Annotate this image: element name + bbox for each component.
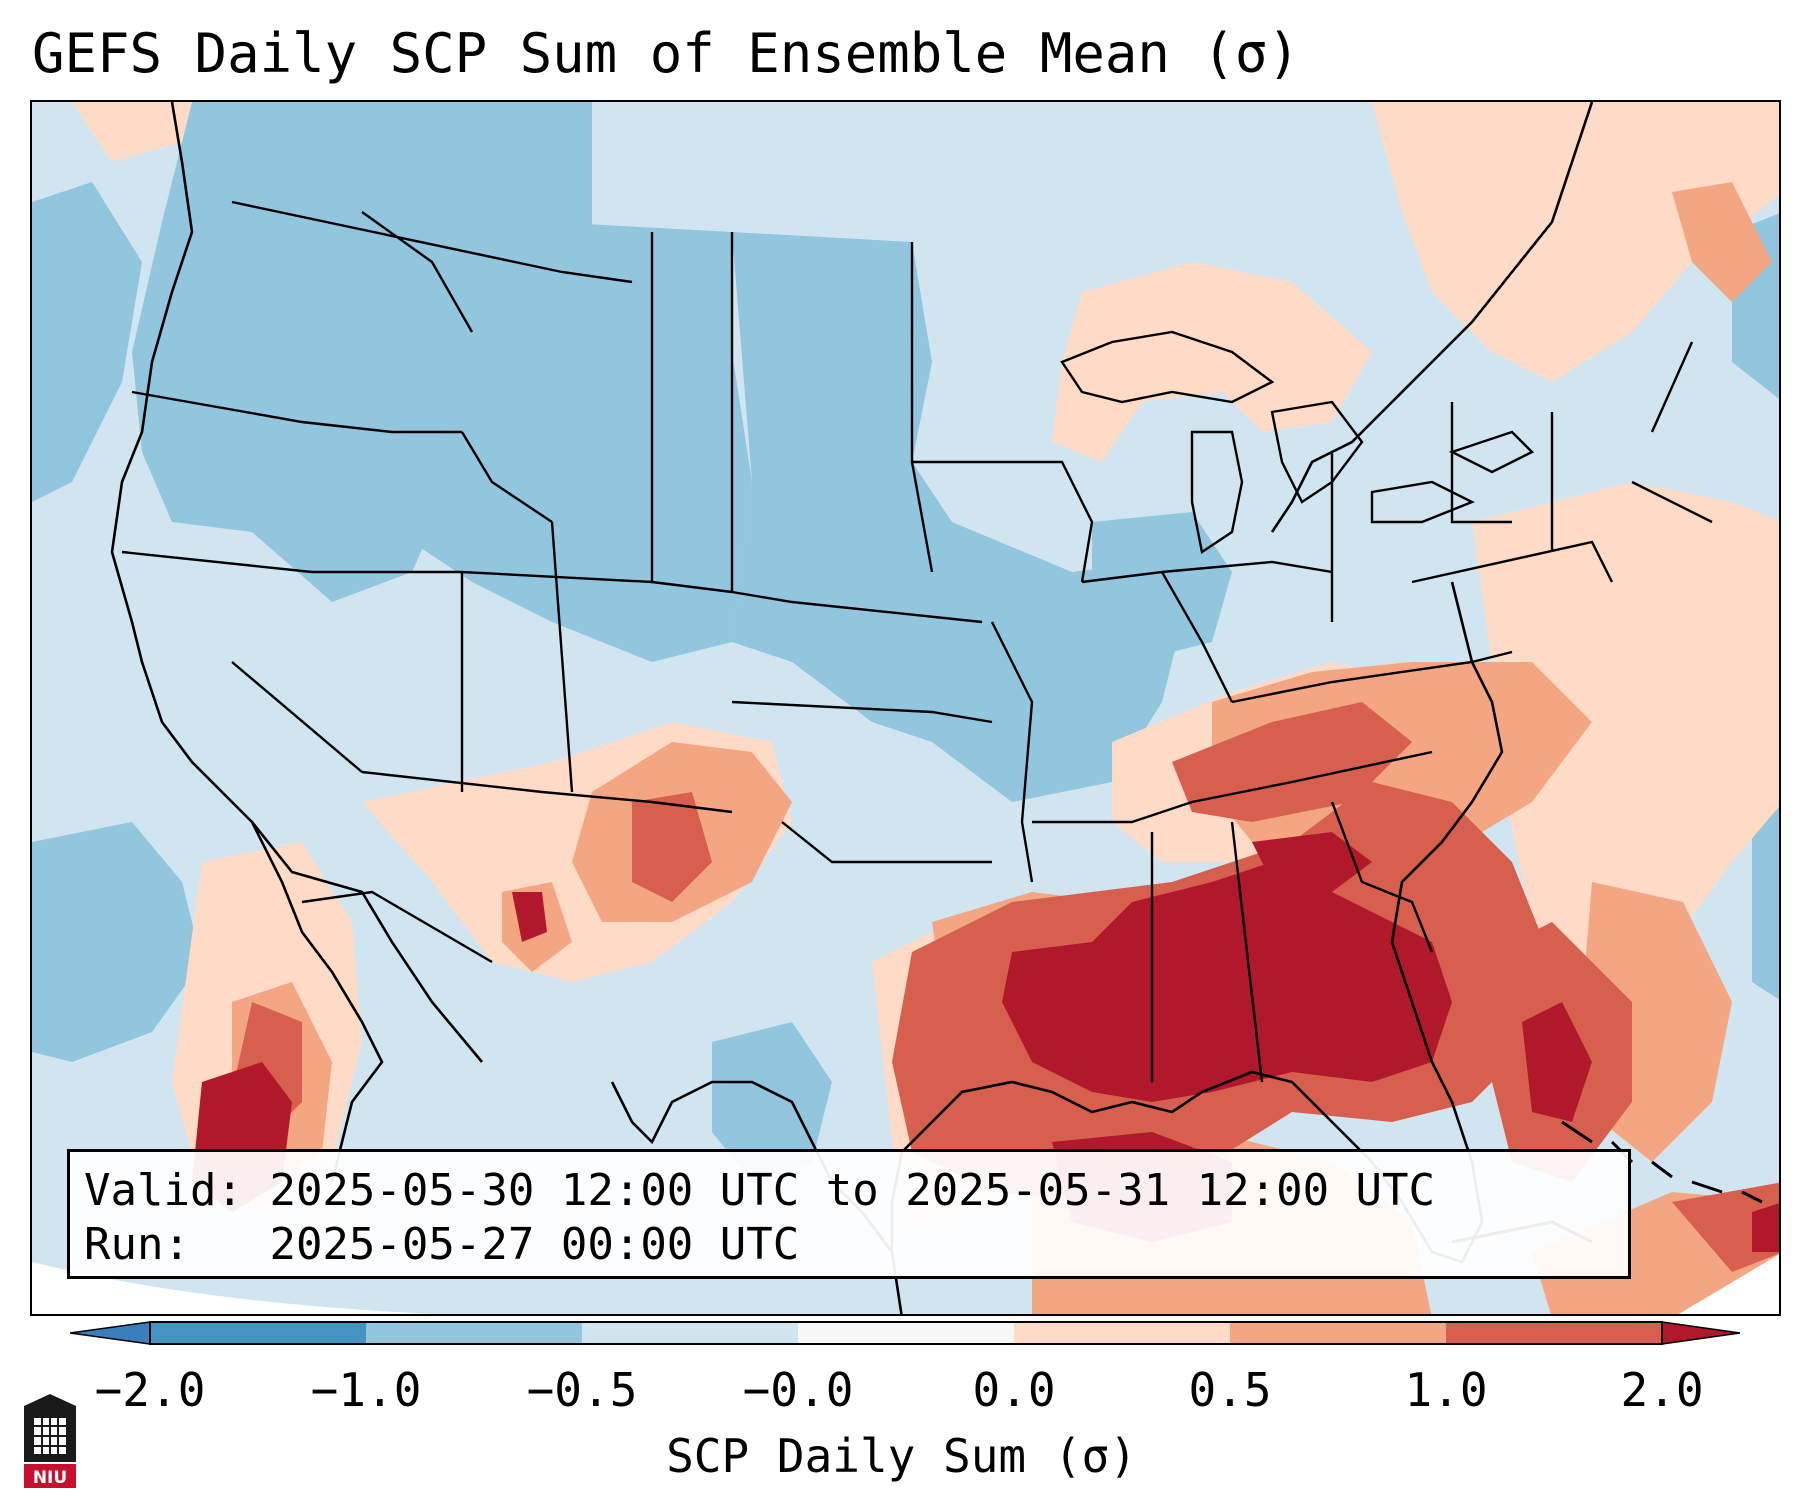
valid-value: 2025-05-30 12:00 UTC to 2025-05-31 12:00…	[269, 1165, 1436, 1216]
chart-title: GEFS Daily SCP Sum of Ensemble Mean (σ)	[32, 22, 1300, 85]
colorbar-under-arrow	[70, 1321, 151, 1345]
colorbar-tick: 2.0	[1620, 1363, 1704, 1417]
colorbar-bin	[1446, 1322, 1662, 1344]
colorbar-bin	[1230, 1322, 1446, 1344]
colorbar-tick: −1.0	[310, 1363, 422, 1417]
valid-row: Valid: 2025-05-30 12:00 UTC to 2025-05-3…	[84, 1164, 1614, 1218]
coastline	[110, 102, 1594, 1314]
colorbar-bin	[1014, 1322, 1230, 1344]
colorbar-tick: −0.0	[742, 1363, 854, 1417]
run-label: Run:	[84, 1219, 190, 1270]
colorbar	[70, 1321, 1740, 1345]
colorbar-bin	[150, 1322, 366, 1344]
colorbar-label: SCP Daily Sum (σ)	[666, 1429, 1137, 1483]
colorbar-bin	[582, 1322, 798, 1344]
colorbar-tick: 1.0	[1404, 1363, 1488, 1417]
colorbar-over-arrow	[1661, 1321, 1740, 1345]
state-borders	[121, 200, 1713, 1083]
projection-edge-right	[1612, 1253, 1779, 1314]
medium-blue-regions	[32, 102, 1779, 1314]
colorbar-tick: 0.5	[1188, 1363, 1272, 1417]
run-row: Run: 2025-05-27 00:00 UTC	[84, 1218, 1614, 1272]
colorbar-frame	[149, 1321, 1663, 1345]
colorbar-tick: −0.5	[526, 1363, 638, 1417]
colorbar-bin	[798, 1322, 1014, 1344]
colorbar-bin	[366, 1322, 582, 1344]
great-lakes	[1060, 330, 1535, 554]
valid-run-info-box: Valid: 2025-05-30 12:00 UTC to 2025-05-3…	[67, 1149, 1631, 1279]
map-panel	[30, 100, 1781, 1316]
valid-label: Valid:	[84, 1165, 243, 1216]
university-shield-icon: NIU	[24, 1394, 76, 1488]
scp-field	[32, 102, 1779, 1314]
colorbar-tick: 0.0	[972, 1363, 1056, 1417]
run-value: 2025-05-27 00:00 UTC	[269, 1219, 800, 1270]
colorbar-tick: −2.0	[94, 1363, 206, 1417]
logo-text: NIU	[33, 1468, 67, 1488]
projection-edge	[32, 1262, 433, 1314]
